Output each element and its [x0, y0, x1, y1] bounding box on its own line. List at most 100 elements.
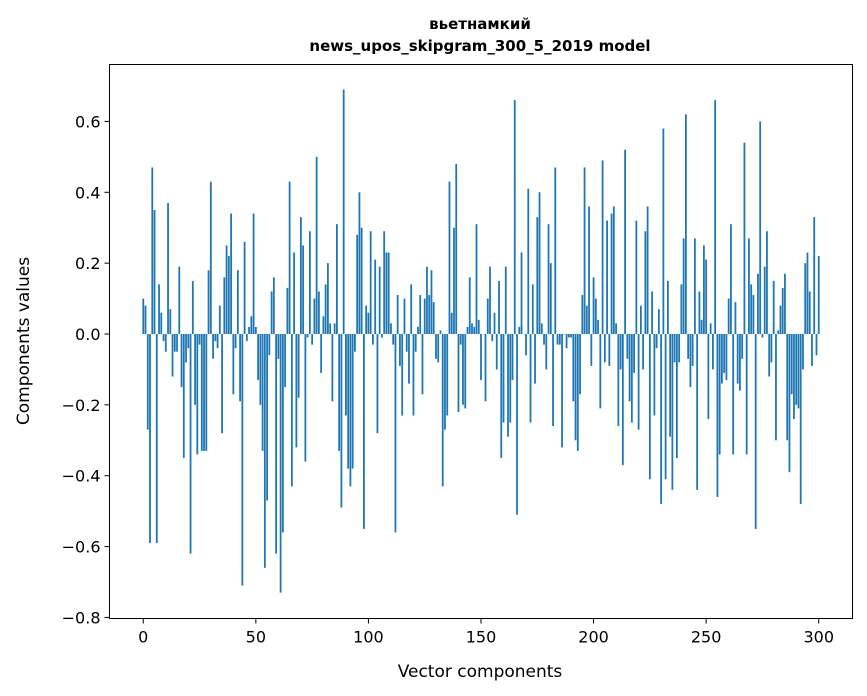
bar — [414, 334, 417, 352]
bar — [588, 206, 590, 334]
bar — [209, 181, 212, 334]
x-tick-label: 250 — [691, 628, 722, 647]
bar — [502, 334, 505, 423]
bar — [185, 334, 187, 363]
bar — [567, 334, 570, 338]
bar — [628, 334, 631, 402]
bar — [275, 334, 278, 554]
bar — [351, 334, 354, 469]
bar — [304, 334, 307, 462]
bar — [399, 334, 401, 366]
bar — [225, 245, 228, 334]
bar — [167, 202, 169, 334]
x-axis-label: Vector components — [398, 662, 563, 682]
bar — [817, 256, 820, 334]
bar — [615, 323, 617, 334]
y-tick-label: −0.2 — [62, 396, 101, 415]
bar — [786, 334, 789, 441]
bar — [417, 326, 419, 334]
bar — [651, 291, 654, 334]
bar — [703, 245, 705, 334]
bar — [504, 266, 507, 334]
bar — [171, 334, 174, 377]
bar — [565, 334, 568, 349]
bar — [288, 181, 291, 334]
bar — [317, 291, 320, 334]
x-tick-label: 150 — [466, 628, 497, 647]
bar — [592, 277, 595, 334]
bar — [534, 334, 536, 384]
bar — [520, 252, 523, 334]
bar — [590, 334, 593, 366]
bar — [495, 334, 498, 370]
y-tick-label: 0.4 — [75, 183, 100, 202]
bar — [601, 160, 604, 334]
bar — [311, 334, 314, 345]
bar — [527, 188, 530, 334]
bar — [477, 319, 480, 334]
bar — [516, 334, 518, 515]
bar — [795, 334, 798, 405]
bar — [770, 334, 773, 363]
bar — [766, 231, 768, 334]
bar — [263, 334, 266, 568]
bar — [324, 284, 327, 334]
y-axis-label: Components values — [14, 257, 34, 425]
bar — [369, 231, 372, 334]
bar — [376, 334, 379, 434]
bar — [378, 266, 381, 334]
bar — [500, 334, 503, 458]
bar — [698, 291, 701, 334]
x-tick-label: 50 — [246, 628, 266, 647]
bar — [768, 334, 771, 377]
bar — [777, 330, 780, 334]
x-tick-label: 0 — [138, 628, 148, 647]
bar — [804, 263, 807, 334]
bar — [583, 167, 586, 334]
bar — [525, 334, 527, 356]
bar — [669, 334, 672, 437]
bar — [808, 291, 811, 334]
bar — [203, 334, 205, 451]
bar — [254, 326, 257, 334]
bar — [327, 263, 329, 334]
bar — [214, 334, 217, 342]
bar — [549, 263, 552, 334]
bar — [259, 334, 262, 405]
bar — [543, 334, 545, 345]
bar — [248, 326, 250, 334]
bar — [419, 295, 422, 334]
bar — [597, 319, 599, 334]
bar — [635, 220, 638, 334]
bar — [730, 224, 732, 334]
bar — [671, 334, 674, 490]
bar — [439, 330, 442, 334]
bar — [531, 284, 534, 334]
bar — [272, 277, 275, 334]
bar — [784, 273, 786, 334]
bar — [745, 334, 748, 455]
bar — [734, 302, 737, 334]
bar — [196, 334, 199, 455]
bar — [250, 316, 253, 334]
bar — [164, 334, 167, 352]
bar — [684, 114, 687, 334]
bar — [245, 334, 248, 342]
bar — [725, 334, 728, 381]
bar — [561, 334, 563, 448]
bar — [374, 259, 377, 334]
bar — [200, 334, 203, 451]
bar — [572, 334, 575, 402]
bar — [236, 270, 239, 334]
bar — [205, 334, 208, 451]
bar — [750, 284, 753, 334]
bar — [142, 298, 145, 334]
bar — [218, 305, 221, 334]
bar — [653, 334, 656, 416]
x-tick-label: 100 — [353, 628, 384, 647]
bar — [308, 231, 311, 334]
bar — [619, 334, 622, 370]
bar — [191, 280, 194, 334]
bar — [579, 334, 581, 395]
